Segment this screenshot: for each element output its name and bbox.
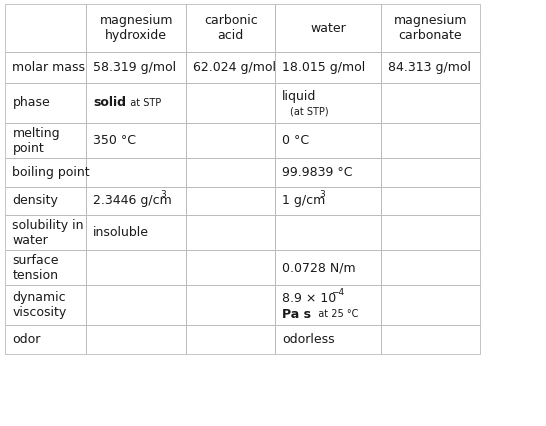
Text: dynamic
viscosity: dynamic viscosity — [13, 291, 67, 319]
Bar — [5, 4, 86, 52]
Bar — [275, 215, 381, 250]
Bar — [381, 250, 480, 285]
Bar — [86, 123, 186, 158]
Text: 3: 3 — [319, 190, 325, 199]
Bar — [275, 285, 381, 325]
Text: 350 °C: 350 °C — [93, 134, 136, 147]
Text: carbonic
acid: carbonic acid — [204, 14, 258, 42]
Bar — [381, 158, 480, 187]
Bar — [275, 158, 381, 187]
Bar — [275, 250, 381, 285]
Text: 58.319 g/mol: 58.319 g/mol — [93, 61, 176, 74]
Bar — [381, 187, 480, 215]
Bar — [275, 187, 381, 215]
Bar — [5, 187, 86, 215]
Text: 84.313 g/mol: 84.313 g/mol — [388, 61, 471, 74]
Bar — [5, 123, 86, 158]
Bar — [5, 250, 86, 285]
Text: (at STP): (at STP) — [290, 107, 329, 117]
Bar — [186, 4, 275, 52]
Text: solubility in
water: solubility in water — [13, 219, 84, 247]
Text: −4: −4 — [331, 288, 345, 297]
Bar — [275, 83, 381, 123]
Bar — [381, 325, 480, 354]
Bar — [5, 52, 86, 83]
Bar — [186, 285, 275, 325]
Bar — [186, 52, 275, 83]
Text: density: density — [13, 194, 58, 207]
Text: solid: solid — [93, 96, 126, 109]
Bar — [381, 215, 480, 250]
Text: phase: phase — [13, 96, 50, 109]
Bar — [86, 325, 186, 354]
Text: at 25 °C: at 25 °C — [312, 309, 358, 320]
Text: 2.3446 g/cm: 2.3446 g/cm — [93, 194, 172, 207]
Text: odorless: odorless — [282, 333, 335, 346]
Bar — [381, 285, 480, 325]
Text: 18.015 g/mol: 18.015 g/mol — [282, 61, 365, 74]
Bar — [275, 123, 381, 158]
Bar — [275, 52, 381, 83]
Bar — [5, 215, 86, 250]
Text: insoluble: insoluble — [93, 226, 149, 239]
Bar — [186, 187, 275, 215]
Bar — [186, 123, 275, 158]
Text: 0.0728 N/m: 0.0728 N/m — [282, 261, 356, 274]
Bar — [186, 83, 275, 123]
Bar — [186, 325, 275, 354]
Bar — [381, 123, 480, 158]
Text: 1 g/cm: 1 g/cm — [282, 194, 325, 207]
Bar — [186, 215, 275, 250]
Text: 0 °C: 0 °C — [282, 134, 309, 147]
Bar — [86, 187, 186, 215]
Text: at STP: at STP — [124, 98, 162, 108]
Bar — [86, 83, 186, 123]
Text: 8.9 × 10: 8.9 × 10 — [282, 292, 336, 305]
Text: 3: 3 — [161, 190, 167, 199]
Text: Pa s: Pa s — [282, 308, 311, 321]
Bar — [186, 158, 275, 187]
Text: liquid: liquid — [282, 89, 317, 103]
Text: surface
tension: surface tension — [13, 253, 59, 282]
Bar — [86, 158, 186, 187]
Text: magnesium
hydroxide: magnesium hydroxide — [99, 14, 173, 42]
Bar — [5, 285, 86, 325]
Text: 62.024 g/mol: 62.024 g/mol — [193, 61, 276, 74]
Bar — [86, 4, 186, 52]
Bar — [381, 52, 480, 83]
Bar — [5, 158, 86, 187]
Bar — [86, 215, 186, 250]
Text: 99.9839 °C: 99.9839 °C — [282, 166, 353, 179]
Bar — [5, 83, 86, 123]
Text: odor: odor — [13, 333, 41, 346]
Text: melting
point: melting point — [13, 127, 60, 155]
Text: boiling point: boiling point — [13, 166, 90, 179]
Bar — [5, 325, 86, 354]
Text: water: water — [310, 22, 346, 35]
Bar — [275, 325, 381, 354]
Bar — [381, 83, 480, 123]
Bar — [275, 4, 381, 52]
Bar — [381, 4, 480, 52]
Text: magnesium
carbonate: magnesium carbonate — [394, 14, 467, 42]
Bar — [86, 52, 186, 83]
Text: molar mass: molar mass — [13, 61, 86, 74]
Bar — [86, 285, 186, 325]
Bar — [86, 250, 186, 285]
Bar — [186, 250, 275, 285]
